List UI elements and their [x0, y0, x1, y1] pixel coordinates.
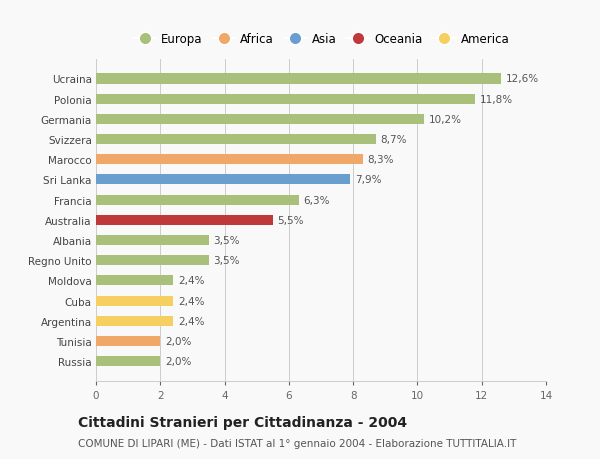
Bar — [96, 195, 299, 205]
Text: COMUNE DI LIPARI (ME) - Dati ISTAT al 1° gennaio 2004 - Elaborazione TUTTITALIA.: COMUNE DI LIPARI (ME) - Dati ISTAT al 1°… — [78, 438, 517, 448]
Text: 8,3%: 8,3% — [368, 155, 394, 165]
Bar — [96, 296, 173, 306]
Bar — [96, 356, 160, 366]
Text: 5,5%: 5,5% — [278, 215, 304, 225]
Legend: Europa, Africa, Asia, Oceania, America: Europa, Africa, Asia, Oceania, America — [130, 30, 512, 48]
Text: 2,0%: 2,0% — [165, 356, 191, 366]
Bar — [96, 336, 160, 346]
Bar — [96, 215, 273, 225]
Bar — [96, 235, 209, 246]
Bar — [96, 115, 424, 125]
Bar — [96, 276, 173, 286]
Text: 2,4%: 2,4% — [178, 296, 205, 306]
Text: 10,2%: 10,2% — [428, 115, 461, 124]
Text: 12,6%: 12,6% — [506, 74, 539, 84]
Bar — [96, 134, 376, 145]
Bar — [96, 316, 173, 326]
Text: 11,8%: 11,8% — [480, 95, 513, 105]
Bar — [96, 256, 209, 266]
Bar — [96, 95, 475, 105]
Bar — [96, 175, 350, 185]
Text: 3,5%: 3,5% — [214, 256, 240, 266]
Bar — [96, 155, 363, 165]
Text: 8,7%: 8,7% — [380, 135, 407, 145]
Text: 3,5%: 3,5% — [214, 235, 240, 246]
Text: 2,4%: 2,4% — [178, 316, 205, 326]
Bar — [96, 74, 501, 84]
Text: 7,9%: 7,9% — [355, 175, 381, 185]
Text: Cittadini Stranieri per Cittadinanza - 2004: Cittadini Stranieri per Cittadinanza - 2… — [78, 415, 407, 429]
Text: 2,4%: 2,4% — [178, 276, 205, 286]
Text: 2,0%: 2,0% — [165, 336, 191, 346]
Text: 6,3%: 6,3% — [304, 195, 330, 205]
